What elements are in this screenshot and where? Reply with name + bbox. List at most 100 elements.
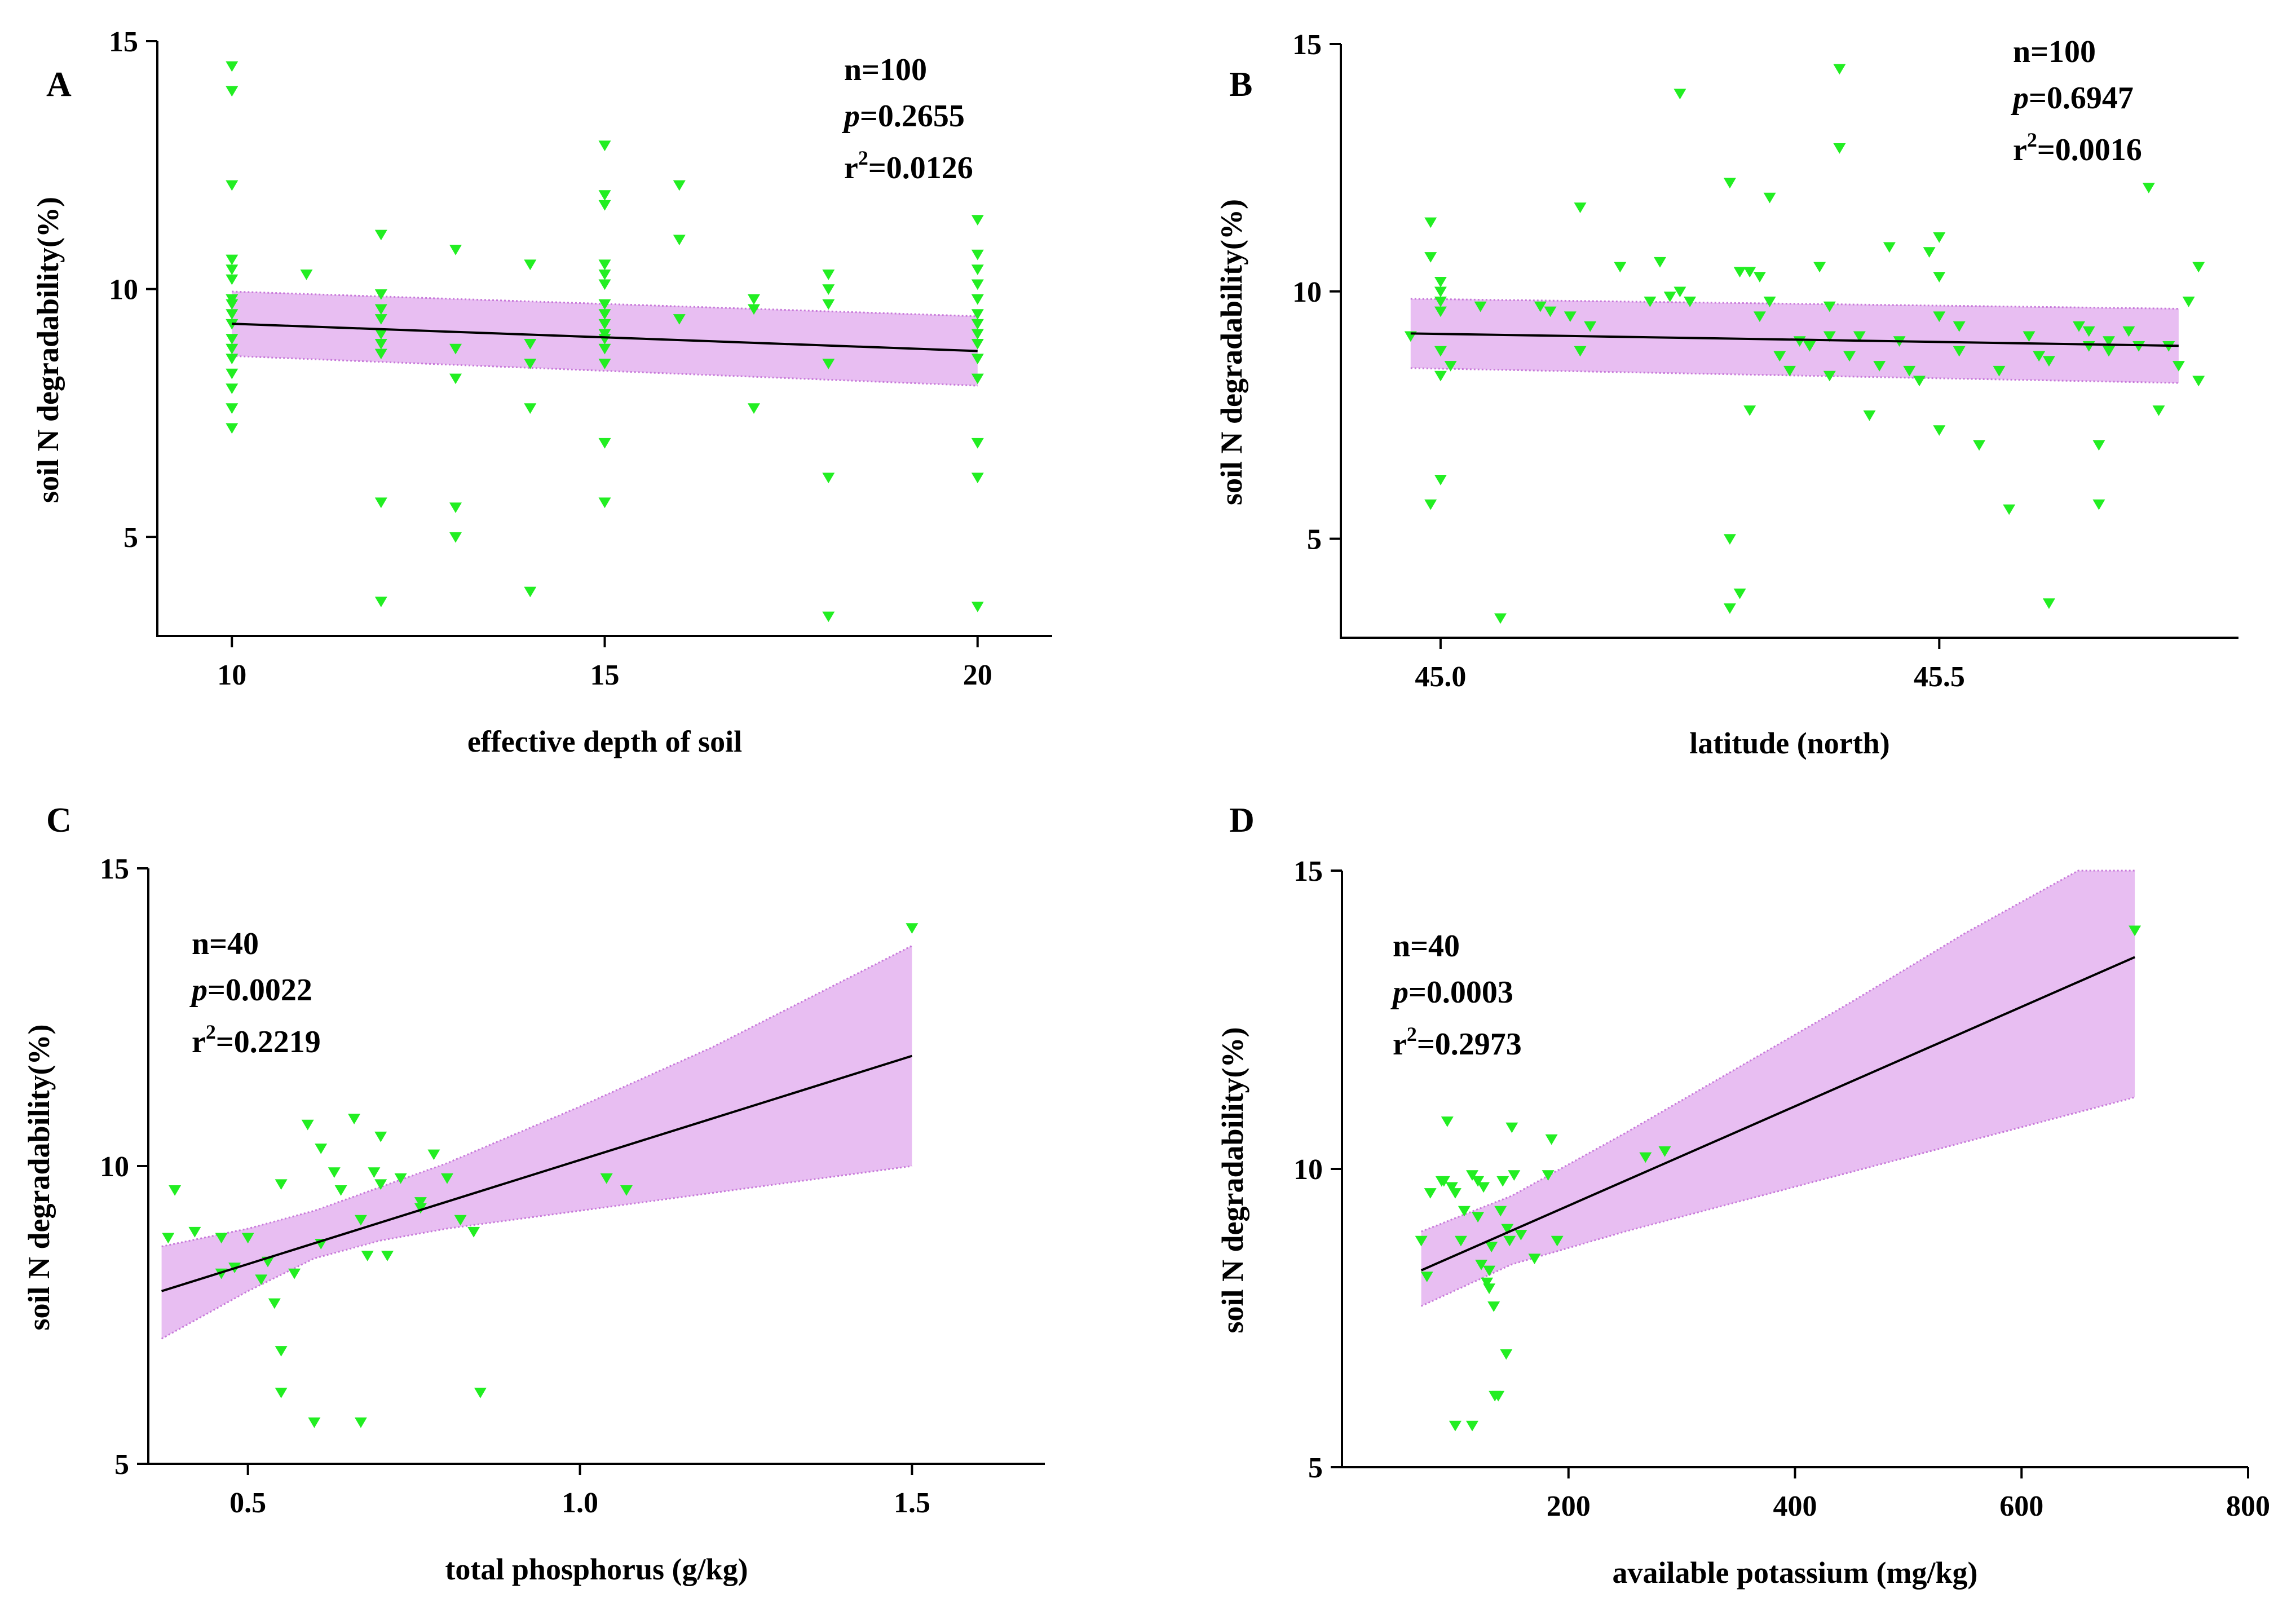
data-point xyxy=(441,1173,453,1184)
data-point xyxy=(1424,252,1437,263)
data-point xyxy=(1515,1230,1527,1241)
data-point xyxy=(1639,1152,1652,1163)
data-point xyxy=(1873,361,1886,372)
data-point xyxy=(328,1167,341,1178)
data-point xyxy=(1415,1235,1428,1247)
data-point xyxy=(748,403,760,414)
data-point xyxy=(1574,202,1587,213)
data-point xyxy=(1743,267,1756,278)
data-point xyxy=(822,270,835,280)
data-point xyxy=(822,359,835,369)
band-upper-edge xyxy=(161,944,913,1248)
data-point xyxy=(1434,297,1447,307)
data-point xyxy=(361,1251,374,1261)
stat-p-symbol: p xyxy=(2011,81,2029,116)
data-point xyxy=(1733,588,1746,599)
data-point xyxy=(449,373,462,385)
data-point xyxy=(255,1274,268,1286)
stat-p-value: =0.6947 xyxy=(2029,81,2134,116)
data-point xyxy=(1723,534,1736,545)
data-point xyxy=(226,334,239,345)
band-lower-edge xyxy=(161,1165,912,1340)
data-point xyxy=(971,294,984,305)
data-point xyxy=(1953,321,1966,332)
data-point xyxy=(748,294,760,305)
data-point xyxy=(822,611,835,623)
panel-letter: C xyxy=(46,801,72,840)
data-point xyxy=(226,264,239,275)
data-point xyxy=(275,1346,288,1357)
data-point xyxy=(474,1388,487,1398)
data-point xyxy=(748,304,760,315)
stat-r2-base: r xyxy=(2013,133,2027,167)
data-point xyxy=(2192,262,2205,273)
data-point xyxy=(414,1197,427,1208)
data-point xyxy=(241,1233,254,1244)
data-point xyxy=(1823,370,1836,382)
y-axis-title: soil N degradability(%) xyxy=(22,1024,56,1330)
data-point xyxy=(673,180,686,191)
stat-p: p=0.2655 xyxy=(842,99,965,134)
y-tick-label: 10 xyxy=(100,1151,129,1183)
data-point xyxy=(2103,346,2115,357)
data-point xyxy=(1813,262,1826,273)
data-point xyxy=(374,339,387,350)
y-tick-label: 5 xyxy=(1307,524,1322,556)
data-point xyxy=(1481,1277,1494,1288)
data-point xyxy=(600,1173,613,1184)
data-point xyxy=(673,235,686,246)
band-upper-edge xyxy=(1410,298,2179,310)
x-tick-label: 0.5 xyxy=(229,1487,266,1519)
data-point xyxy=(268,1298,281,1309)
data-point xyxy=(226,383,239,394)
data-points xyxy=(1415,925,2142,1432)
data-point xyxy=(1913,376,1926,387)
data-point xyxy=(2003,504,2016,515)
data-point xyxy=(598,319,611,330)
data-point xyxy=(315,1144,328,1154)
data-point xyxy=(1500,1349,1513,1360)
panel-a: 5 10 15 10 15 20 effective depth of soil soil N… xyxy=(31,26,1052,758)
data-point xyxy=(2042,598,2055,609)
x-axis-title: latitude (north) xyxy=(1689,726,1889,760)
data-point xyxy=(449,245,462,255)
stat-p-symbol: p xyxy=(842,99,860,134)
data-point xyxy=(354,1215,367,1226)
data-point xyxy=(971,279,984,290)
data-point xyxy=(524,259,537,271)
data-point xyxy=(1503,1235,1516,1247)
data-point xyxy=(1663,292,1676,302)
data-point xyxy=(971,354,984,365)
data-point xyxy=(1444,361,1457,372)
data-point xyxy=(374,1131,387,1142)
data-point xyxy=(1424,499,1437,510)
stat-p-value: =0.0022 xyxy=(207,973,312,1008)
y-axis-title: soil N degradability(%) xyxy=(1216,1027,1249,1333)
data-point xyxy=(1674,89,1686,100)
data-point xyxy=(1472,1176,1485,1187)
data-point xyxy=(598,497,611,509)
x-axis-title: total phosphorus (g/kg) xyxy=(445,1552,748,1586)
data-point xyxy=(971,473,984,484)
data-point xyxy=(1833,143,1846,154)
x-tick-label: 45.0 xyxy=(1415,661,1466,693)
x-axis-title: effective depth of soil xyxy=(467,725,742,758)
y-tick-label: 15 xyxy=(1293,855,1323,888)
data-point xyxy=(2192,376,2205,387)
y-tick-label: 5 xyxy=(114,1449,129,1481)
data-points xyxy=(162,923,919,1428)
data-point xyxy=(1434,346,1447,357)
stat-p-symbol: p xyxy=(189,973,207,1008)
data-point xyxy=(1823,301,1836,312)
data-point xyxy=(414,1203,427,1214)
data-point xyxy=(226,423,239,434)
regression-line xyxy=(1410,332,2179,347)
data-point xyxy=(1434,306,1447,317)
x-tick-label: 400 xyxy=(1773,1490,1817,1522)
x-tick-label: 200 xyxy=(1547,1490,1591,1522)
stat-r2-value: =0.2973 xyxy=(1417,1027,1522,1062)
data-point xyxy=(374,348,387,360)
stat-r2-base: r xyxy=(192,1025,206,1060)
